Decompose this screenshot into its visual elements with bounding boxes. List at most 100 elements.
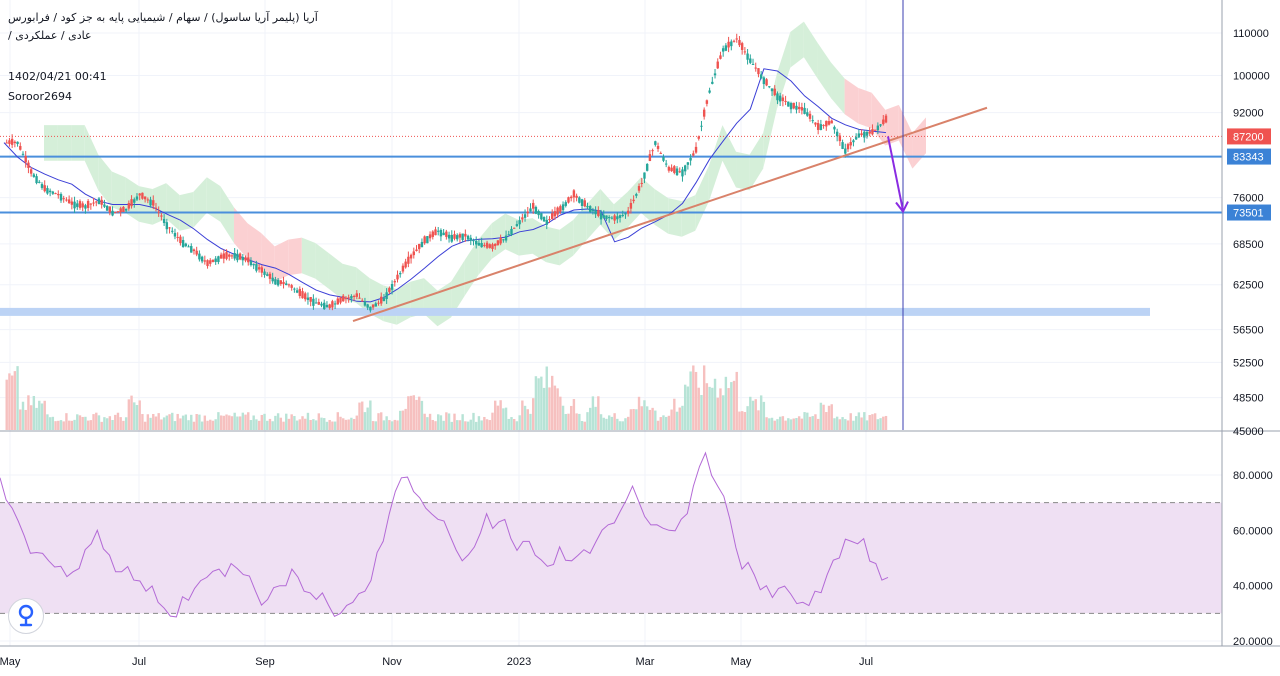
candle-body — [43, 185, 46, 192]
ichimoku-cloud — [44, 21, 926, 327]
volume-bar — [344, 419, 348, 430]
candle-body — [146, 199, 150, 201]
candle-body — [616, 216, 619, 220]
candle-body — [46, 188, 49, 194]
candle-body — [276, 279, 280, 286]
candle-body — [62, 198, 65, 200]
candle-body — [759, 74, 763, 79]
candle-body — [279, 280, 283, 284]
candle-body — [507, 234, 510, 236]
candle-body — [230, 255, 234, 257]
volume-bar — [396, 420, 399, 430]
cloud-segment — [193, 177, 207, 228]
volume-bar — [692, 365, 695, 430]
candle-body — [879, 124, 882, 126]
volume-bar — [545, 366, 548, 430]
volume-bar — [787, 418, 790, 430]
volume-bar — [247, 412, 250, 430]
candle-body — [103, 204, 106, 207]
volume-bar — [301, 416, 304, 430]
volume-bar — [567, 413, 570, 430]
volume-bar — [95, 412, 98, 430]
volume-bar — [776, 419, 779, 430]
volume-bar — [686, 386, 690, 430]
volume-bar — [103, 417, 106, 430]
price-axis-labels[interactable]: 110000 100000 92000 76000 68500 62500 56500 525… — [1233, 28, 1270, 438]
time-tick-label: Sep — [255, 656, 275, 668]
volume-bar — [591, 396, 595, 430]
candle-body — [306, 297, 310, 300]
volume-bar — [225, 414, 228, 430]
volume-bar — [510, 417, 513, 430]
cloud-segment — [111, 171, 126, 213]
candle-body — [67, 199, 71, 204]
candle-body — [716, 61, 719, 69]
price-tick-label: 62500 — [1233, 280, 1264, 292]
volume-bar — [542, 387, 546, 430]
candle-body — [523, 214, 527, 218]
volume-bar — [108, 416, 112, 430]
candle-body — [738, 40, 741, 46]
candle-body — [461, 233, 464, 240]
candle-body — [662, 156, 665, 161]
candle-body — [580, 199, 584, 206]
volume-bar — [499, 400, 502, 430]
candle-body — [81, 203, 84, 208]
cloud-segment — [736, 151, 750, 191]
candle-body — [407, 256, 410, 264]
candle-body — [241, 257, 245, 261]
cloud-segment — [71, 125, 85, 161]
candle-body — [415, 249, 418, 252]
cloud-segment — [274, 239, 289, 283]
candle-body — [708, 90, 711, 93]
candle-body — [350, 296, 353, 299]
time-axis-labels[interactable]: May Jul Sep Nov 2023 Mar May Jul — [0, 656, 873, 668]
candle-body — [141, 192, 144, 199]
volume-bar — [358, 402, 361, 430]
volume-bar — [472, 412, 475, 430]
volume-bar — [325, 421, 329, 430]
candle-body — [399, 272, 402, 275]
candle-body — [537, 211, 540, 216]
volume-bar — [773, 420, 776, 430]
volume-bar — [852, 420, 855, 430]
support-zone — [0, 307, 1150, 316]
volume-bar — [727, 388, 730, 430]
candle-body — [830, 120, 833, 124]
candle-body — [187, 246, 190, 248]
volume-bar — [529, 413, 532, 430]
volume-bar — [152, 413, 155, 430]
volume-bar — [252, 415, 255, 430]
price-tick-label: 100000 — [1233, 70, 1270, 82]
volume-bar — [317, 413, 321, 430]
candle-body — [108, 206, 112, 213]
candle-body — [702, 109, 706, 117]
volume-bar — [119, 417, 122, 430]
volume-bar — [681, 405, 684, 430]
candle-body — [762, 77, 766, 85]
candle-body — [626, 210, 630, 214]
candle-body — [664, 163, 668, 165]
candle-body — [838, 135, 842, 142]
symbol-title[interactable]: آریا (پلیمر آریا ساسول) / سهام / شیمیایی… — [8, 11, 318, 24]
candle-body — [740, 43, 744, 50]
volume-bar — [732, 380, 736, 430]
candle-body — [613, 215, 616, 221]
volume-bar — [67, 420, 71, 430]
volume-bar — [92, 414, 95, 430]
volume-bar — [143, 421, 147, 430]
candle-body — [51, 191, 55, 194]
logo-button[interactable] — [8, 598, 44, 634]
candle-body — [645, 164, 649, 171]
volume-bar — [233, 412, 236, 430]
volume-bar — [149, 417, 152, 430]
volume-bar — [485, 419, 489, 430]
target-arrow-icon — [887, 136, 909, 214]
cloud-segment — [749, 132, 764, 191]
cloud-segment — [803, 21, 818, 79]
candle-body — [496, 240, 500, 245]
volume-bar — [450, 421, 453, 430]
candle-body — [795, 105, 798, 110]
cloud-segment — [57, 125, 72, 161]
